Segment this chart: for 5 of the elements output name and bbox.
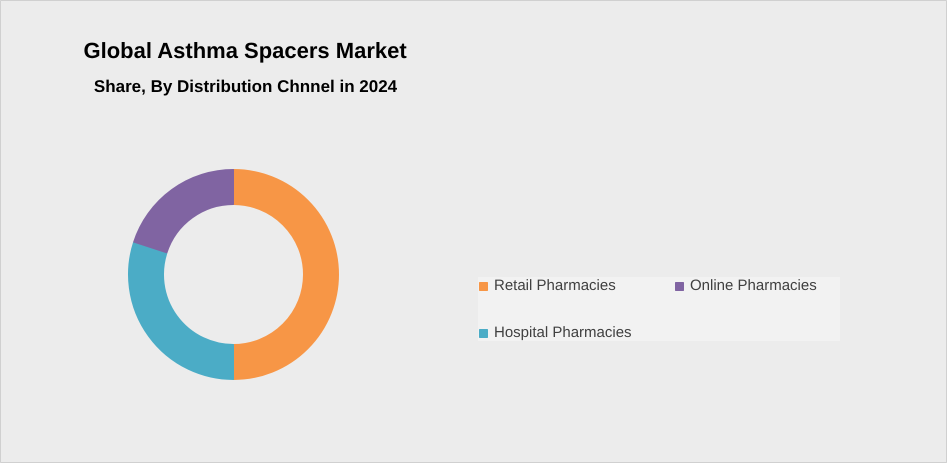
chart-subtitle: Share, By Distribution Chnnel in 2024 <box>94 77 398 96</box>
chart-title: Global Asthma Spacers Market <box>83 38 408 63</box>
legend-label: Retail Pharmacies <box>494 277 617 294</box>
legend-label: Online Pharmacies <box>690 277 818 294</box>
legend-label: Hospital Pharmacies <box>494 324 633 341</box>
